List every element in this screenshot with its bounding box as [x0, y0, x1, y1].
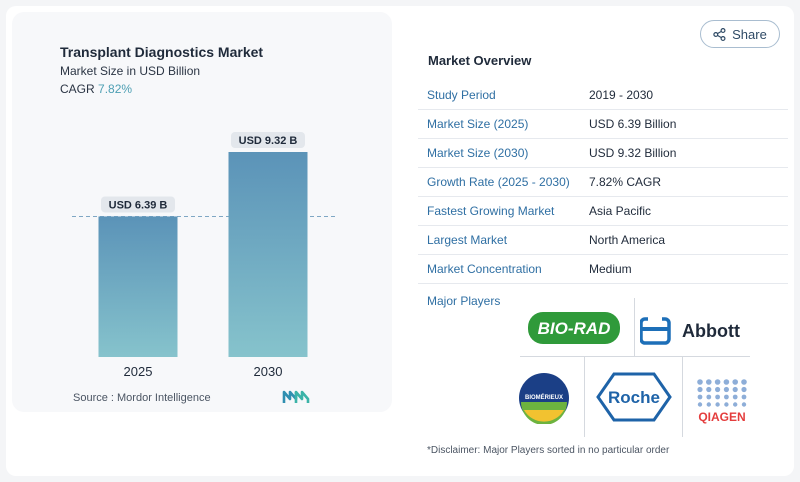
row-label: Growth Rate (2025 - 2030) — [427, 175, 570, 189]
data-label-bg — [101, 196, 175, 213]
chart-card — [12, 12, 392, 412]
bar-chart: USD 6.39 B 2025 USD 9.32 B 2030 — [72, 132, 338, 379]
qiagen-dot — [724, 394, 729, 400]
overview-row: Fastest Growing Market Asia Pacific — [418, 197, 788, 226]
roche-logo: Roche — [596, 372, 672, 422]
qiagen-dot — [723, 379, 730, 385]
divider — [634, 298, 635, 356]
qiagen-dot — [741, 379, 747, 385]
biorad-logo: BIO-RAD — [528, 312, 620, 344]
cagr-label: CAGR — [60, 82, 95, 96]
qiagen-dot — [706, 379, 712, 385]
qiagen-logo: QIAGEN — [697, 379, 747, 424]
source-note: Source : Mordor Intelligence — [73, 392, 211, 404]
overview-row: Study Period 2019 - 2030 — [418, 81, 788, 110]
qiagen-dot — [715, 402, 720, 407]
qiagen-dot — [732, 386, 738, 393]
qiagen-dot — [697, 394, 703, 400]
qiagen-dot — [715, 394, 720, 400]
row-value: 2019 - 2030 — [589, 88, 654, 102]
row-label: Study Period — [427, 88, 496, 102]
row-value: USD 9.32 Billion — [589, 146, 677, 160]
x-tick-label: 2030 — [254, 364, 283, 379]
qiagen-dot — [741, 394, 747, 400]
row-value: Asia Pacific — [589, 204, 652, 218]
x-tick-label: 2025 — [124, 364, 153, 379]
major-players-label: Major Players — [427, 294, 501, 308]
overview-row: Market Size (2030) USD 9.32 Billion — [418, 139, 788, 168]
qiagen-dot — [715, 386, 721, 393]
overview-title: Market Overview — [428, 53, 532, 68]
qiagen-dot — [706, 402, 711, 407]
biomerieux-logo-text: BIOMÉRIEUX — [525, 393, 563, 401]
data-label: USD 9.32 B — [239, 135, 298, 147]
qiagen-dot — [732, 379, 738, 385]
qiagen-dot — [741, 402, 747, 407]
divider — [682, 357, 683, 437]
divider — [584, 357, 585, 437]
row-label: Market Concentration — [427, 262, 542, 276]
qiagen-dot — [697, 386, 703, 393]
divider — [520, 356, 750, 357]
bar-2030 — [228, 152, 308, 357]
abbott-logo-text: Abbott — [682, 321, 740, 341]
share-icon — [713, 27, 726, 41]
row-value: 7.82% CAGR — [589, 175, 662, 189]
row-value: USD 6.39 Billion — [589, 117, 677, 131]
abbott-logo: Abbott — [640, 315, 740, 345]
qiagen-dot — [697, 402, 703, 407]
qiagen-dot — [732, 394, 738, 400]
qiagen-dot — [706, 386, 712, 393]
share-label: Share — [732, 26, 767, 42]
chart-cagr: CAGR 7.82% — [60, 82, 132, 96]
overview-row: Market Concentration Medium — [418, 255, 788, 284]
qiagen-dot — [697, 379, 703, 385]
row-value: North America — [589, 233, 666, 247]
disclaimer: *Disclaimer: Major Players sorted in no … — [427, 445, 670, 456]
qiagen-dot — [714, 379, 721, 385]
data-label: USD 6.39 B — [109, 199, 168, 211]
cagr-value: 7.82% — [98, 82, 133, 96]
qiagen-dot — [706, 394, 712, 400]
qiagen-dot — [724, 402, 729, 407]
biomerieux-logo: BIOMÉRIEUX — [519, 373, 569, 424]
overview-row: Growth Rate (2025 - 2030) 7.82% CAGR — [418, 168, 788, 197]
row-label: Largest Market — [427, 233, 508, 247]
row-label: Market Size (2030) — [427, 146, 529, 160]
chart-title: Transplant Diagnostics Market — [60, 44, 264, 60]
qiagen-dot — [741, 386, 747, 393]
chart-subtitle: Market Size in USD Billion — [60, 64, 201, 78]
qiagen-logo-text: QIAGEN — [698, 410, 745, 424]
overview-table: Study Period 2019 - 2030 Market Size (202… — [418, 81, 788, 284]
roche-logo-text: Roche — [608, 388, 660, 407]
biorad-logo-text: BIO-RAD — [538, 319, 611, 338]
row-value: Medium — [589, 262, 632, 276]
mordor-intelligence-logo — [282, 390, 310, 403]
row-label: Market Size (2025) — [427, 117, 529, 131]
row-label: Fastest Growing Market — [427, 204, 555, 218]
qiagen-dot — [733, 402, 738, 407]
bar-2025 — [98, 216, 178, 357]
qiagen-dot — [723, 386, 729, 393]
overview-row: Largest Market North America — [418, 226, 788, 255]
data-label-bg — [231, 132, 305, 148]
overview-row: Market Size (2025) USD 6.39 Billion — [418, 110, 788, 139]
share-button[interactable]: Share — [700, 20, 780, 48]
